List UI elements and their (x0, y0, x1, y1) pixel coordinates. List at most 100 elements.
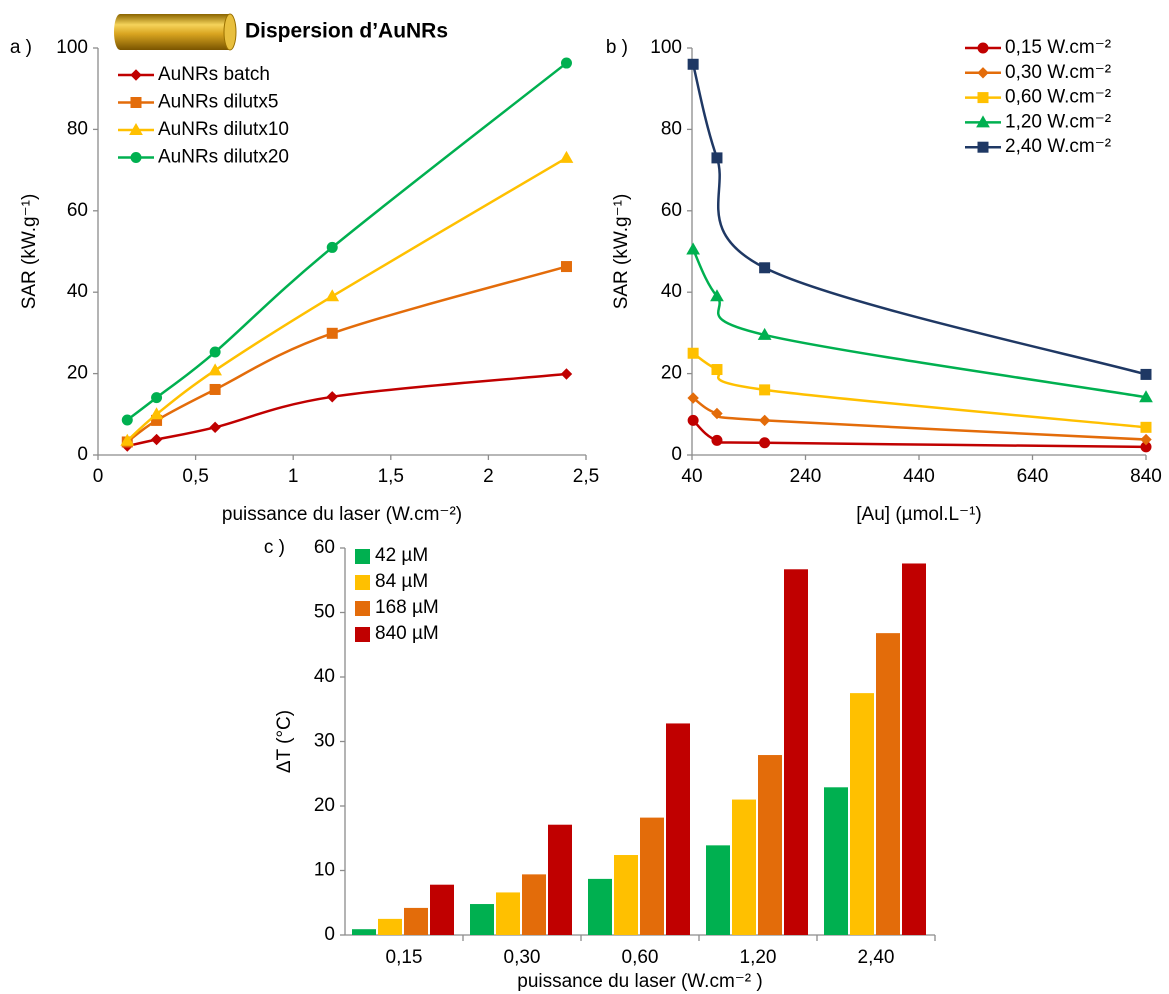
y-tick-label: 50 (314, 602, 335, 623)
y-axis-label: SAR (kW.g⁻¹) (19, 194, 40, 310)
legend-marker (130, 69, 142, 81)
data-point (149, 407, 164, 420)
x-tick-label: 0,30 (504, 947, 541, 968)
data-point (1140, 421, 1152, 433)
bar (522, 874, 546, 935)
data-point (687, 392, 699, 404)
bar (902, 563, 926, 935)
x-tick-label: 0,60 (622, 947, 659, 968)
x-tick-label: 2,40 (858, 947, 895, 968)
data-point (326, 327, 338, 339)
bar (732, 799, 756, 935)
series-line (691, 63, 1147, 376)
data-point (759, 384, 771, 396)
x-tick-label: 1 (288, 466, 299, 487)
data-point (1140, 368, 1152, 380)
data-point (209, 421, 221, 434)
bar (548, 824, 572, 935)
y-tick-label: 20 (314, 795, 335, 816)
y-axis-label: SAR (kW.g⁻¹) (611, 194, 632, 310)
bar (784, 569, 808, 935)
bar (706, 845, 730, 935)
y-tick-label: 60 (67, 200, 88, 221)
x-tick-label: 240 (790, 466, 822, 487)
bar (588, 878, 612, 935)
bar (850, 693, 874, 935)
bar (640, 817, 664, 935)
legend-label: 0,30 W.cm⁻² (1005, 62, 1111, 83)
y-tick-label: 0 (77, 444, 88, 465)
legend-label: 168 µM (375, 597, 439, 618)
legend-label: AuNRs dilutx5 (158, 92, 278, 113)
legend-label: 42 µM (375, 545, 428, 566)
x-tick-label: 0 (93, 466, 104, 487)
bar (824, 787, 848, 935)
y-tick-label: 0 (671, 444, 682, 465)
legend-marker (977, 141, 989, 153)
gold-nanorod-icon (114, 13, 237, 51)
data-point (1140, 433, 1152, 446)
x-tick-label: 1,5 (378, 466, 404, 487)
y-tick-label: 40 (661, 281, 682, 302)
data-point (560, 368, 573, 380)
y-tick-label: 20 (67, 363, 88, 384)
data-point (687, 414, 699, 426)
data-point (711, 407, 723, 420)
data-point (687, 58, 699, 70)
bar (470, 904, 494, 935)
legend-marker (977, 67, 989, 79)
legend-swatch (355, 627, 370, 642)
data-point (208, 363, 222, 376)
data-point (1139, 390, 1153, 403)
data-point (710, 289, 724, 302)
y-tick-label: 40 (314, 666, 335, 687)
legend-marker (130, 152, 142, 163)
legend-swatch (355, 549, 370, 564)
y-tick-label: 30 (314, 731, 335, 752)
legend-label: 84 µM (375, 571, 428, 592)
series-line (126, 265, 567, 443)
y-tick-label: 0 (324, 924, 335, 945)
data-point (758, 414, 771, 427)
panel-label: c ) (264, 537, 285, 558)
y-tick-label: 20 (661, 363, 682, 384)
data-point (687, 347, 699, 359)
x-tick-label: 2 (483, 466, 494, 487)
data-point (325, 289, 340, 302)
y-tick-label: 40 (67, 281, 88, 302)
legend-marker (977, 42, 989, 54)
x-axis-label: puissance du laser (W.cm⁻² ) (517, 971, 763, 992)
data-point (209, 346, 221, 358)
bar (666, 723, 690, 935)
data-point (560, 261, 572, 273)
data-point (711, 364, 723, 376)
series-line (126, 62, 568, 421)
legend-marker (977, 92, 989, 104)
y-axis-label: ΔT (°C) (274, 710, 295, 773)
data-point (759, 262, 771, 274)
bar (430, 884, 454, 935)
data-point (121, 414, 133, 426)
legend-swatch (355, 575, 370, 590)
y-tick-label: 100 (650, 37, 682, 58)
series-line (126, 156, 568, 442)
legend-marker (130, 97, 142, 108)
panel-label: a ) (10, 37, 32, 58)
legend-label: AuNRs dilutx20 (158, 147, 289, 168)
y-tick-label: 60 (314, 537, 335, 558)
legend-label: 0,60 W.cm⁻² (1005, 87, 1111, 108)
data-point (559, 150, 574, 163)
bar (378, 918, 402, 935)
legend-label: AuNRs batch (158, 64, 270, 85)
x-tick-label: 2,5 (573, 466, 599, 487)
x-axis-label: [Au] (µmol.L⁻¹) (856, 504, 982, 525)
data-point (757, 327, 772, 340)
data-point (209, 383, 221, 395)
legend-swatch (355, 601, 370, 616)
legend-label: 2,40 W.cm⁻² (1005, 136, 1111, 157)
y-tick-label: 100 (56, 37, 88, 58)
legend-label: 1,20 W.cm⁻² (1005, 111, 1111, 132)
data-point (326, 241, 338, 253)
